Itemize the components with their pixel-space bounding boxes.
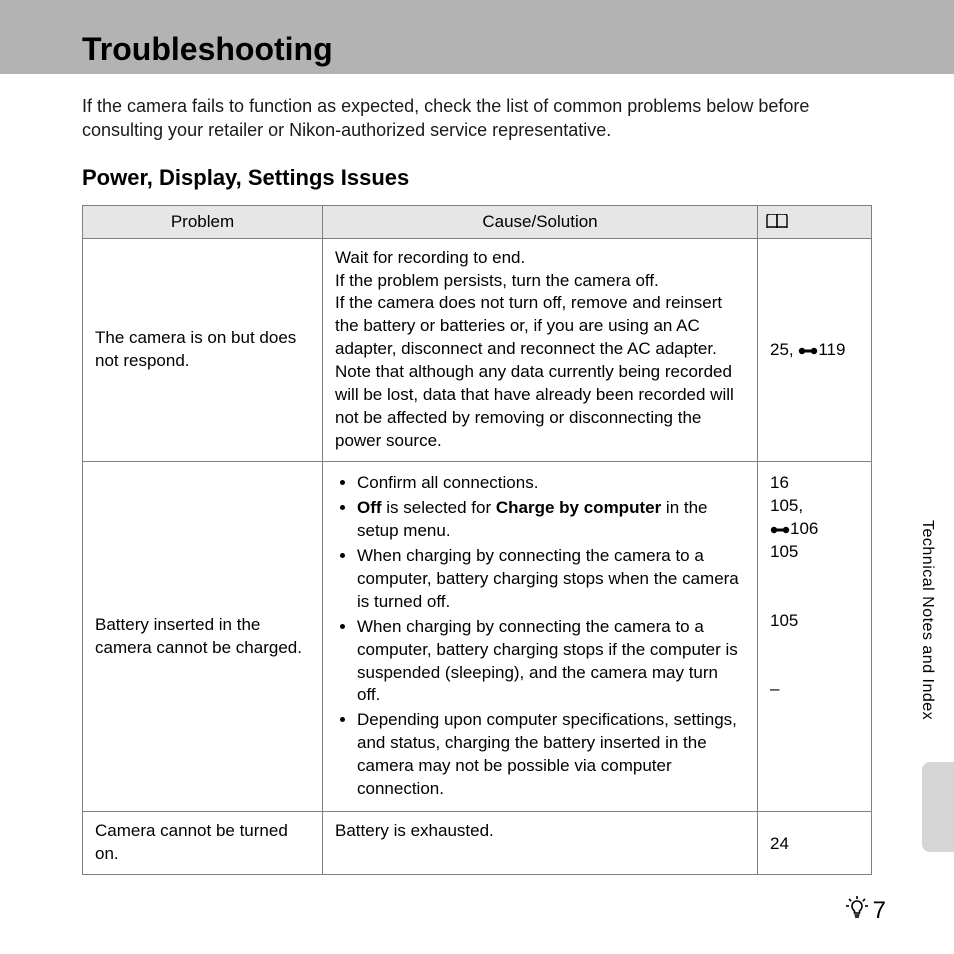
cell-problem: Camera cannot be turned on. (83, 812, 323, 875)
list-item: When charging by connecting the camera t… (357, 616, 745, 708)
page-number: 7 (845, 895, 886, 926)
list-item: Depending upon computer specifications, … (357, 709, 745, 801)
cell-page-ref: 16105,106105105– (758, 462, 872, 812)
cell-solution: Battery is exhausted. (323, 812, 758, 875)
cell-solution: Confirm all connections.Off is selected … (323, 462, 758, 812)
th-solution: Cause/Solution (323, 205, 758, 238)
table-row: Battery inserted in the camera cannot be… (83, 462, 872, 812)
side-tab-label: Technical Notes and Index (918, 520, 936, 720)
page-title: Troubleshooting (82, 31, 333, 68)
table-header-row: Problem Cause/Solution (83, 205, 872, 238)
list-item: Confirm all connections. (357, 472, 745, 495)
page-number-value: 7 (873, 897, 886, 925)
table-row: Camera cannot be turned on.Battery is ex… (83, 812, 872, 875)
section-title: Power, Display, Settings Issues (82, 165, 872, 191)
list-item: Off is selected for Charge by computer i… (357, 497, 745, 543)
lightbulb-icon (845, 895, 869, 926)
cell-problem: The camera is on but does not respond. (83, 238, 323, 461)
th-problem: Problem (83, 205, 323, 238)
header-bar: Troubleshooting (0, 0, 954, 74)
cell-page-ref: 25, 119 (758, 238, 872, 461)
cell-page-ref: 24 (758, 812, 872, 875)
list-item: When charging by connecting the camera t… (357, 545, 745, 614)
cell-solution: Wait for recording to end.If the problem… (323, 238, 758, 461)
book-icon (766, 214, 863, 230)
content-area: If the camera fails to function as expec… (0, 74, 954, 875)
cell-problem: Battery inserted in the camera cannot be… (83, 462, 323, 812)
th-page (758, 205, 872, 238)
table-row: The camera is on but does not respond.Wa… (83, 238, 872, 461)
solution-list: Confirm all connections.Off is selected … (335, 472, 745, 801)
side-tab-box (922, 762, 954, 852)
intro-text: If the camera fails to function as expec… (82, 94, 872, 143)
troubleshooting-table: Problem Cause/Solution The camera is on … (82, 205, 872, 875)
